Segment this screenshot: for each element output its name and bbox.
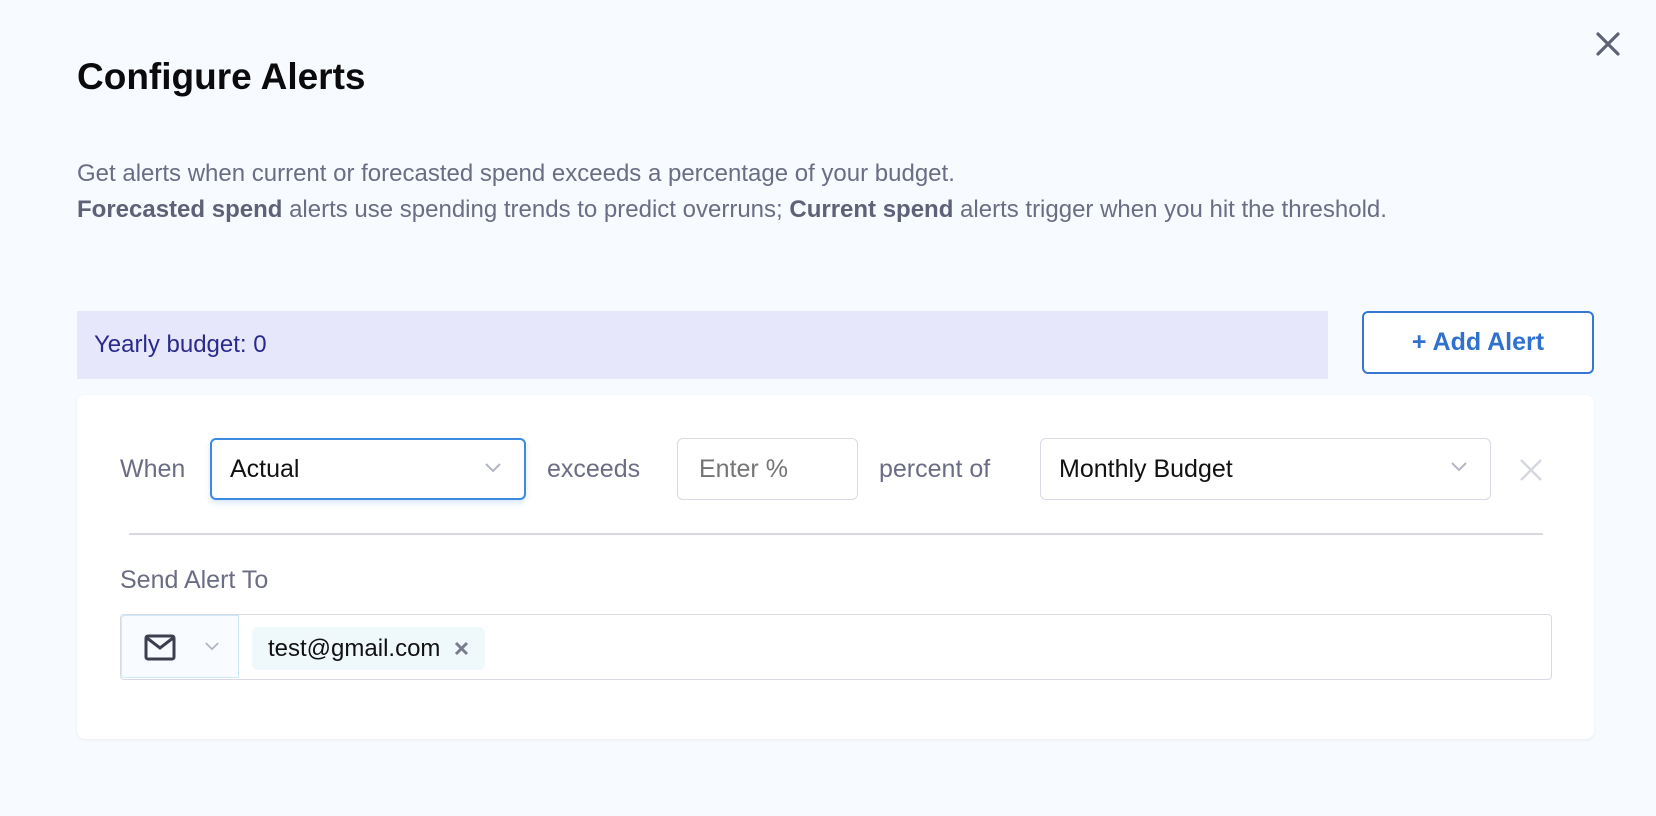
dialog-title: Configure Alerts xyxy=(77,56,366,97)
chevron-down-icon xyxy=(485,463,501,473)
remove-alert-icon[interactable] xyxy=(1518,457,1544,483)
add-alert-button[interactable]: + Add Alert xyxy=(1362,311,1594,374)
channel-select[interactable] xyxy=(121,615,239,678)
when-label: When xyxy=(120,455,186,483)
percent-input[interactable] xyxy=(677,438,858,500)
yearly-budget-banner: Yearly budget: 0 xyxy=(77,311,1328,379)
exceeds-label: exceeds xyxy=(547,455,641,483)
recipients-field[interactable]: test@gmail.com xyxy=(120,614,1552,680)
remove-recipient-icon[interactable] xyxy=(454,641,469,656)
close-icon[interactable] xyxy=(1592,28,1624,60)
forecasted-spend-term: Forecasted spend xyxy=(77,196,283,223)
budget-type-value: Monthly Budget xyxy=(1059,454,1233,483)
recipient-chip: test@gmail.com xyxy=(252,627,486,670)
recipient-email: test@gmail.com xyxy=(268,634,441,662)
alert-type-value: Actual xyxy=(230,454,300,483)
send-alert-to-label: Send Alert To xyxy=(120,566,269,594)
description-text: alerts use spending trends to predict ov… xyxy=(282,196,790,223)
percent-of-label: percent of xyxy=(879,455,991,483)
chevron-down-icon xyxy=(205,642,219,651)
divider xyxy=(129,533,1543,535)
current-spend-term: Current spend xyxy=(789,196,954,223)
description-line-1: Get alerts when current or forecasted sp… xyxy=(77,160,955,187)
description-text: alerts trigger when you hit the threshol… xyxy=(953,196,1387,223)
chevron-down-icon xyxy=(1451,462,1467,472)
mail-icon xyxy=(144,634,176,661)
alert-type-select[interactable]: Actual xyxy=(210,438,526,500)
dialog-description: Get alerts when current or forecasted sp… xyxy=(77,156,1517,228)
budget-type-select[interactable]: Monthly Budget xyxy=(1040,438,1491,500)
